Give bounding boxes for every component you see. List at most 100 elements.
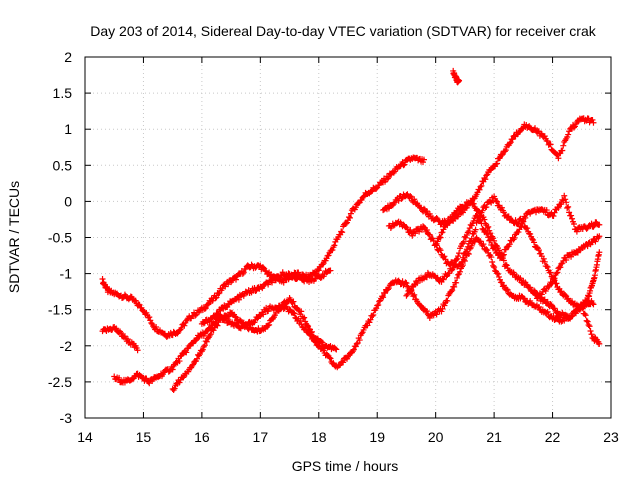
data-point — [465, 228, 472, 235]
data-point — [511, 132, 518, 139]
chart-title: Day 203 of 2014, Sidereal Day-to-day VTE… — [90, 23, 596, 39]
data-point — [304, 322, 311, 329]
data-point — [487, 198, 494, 205]
y-tick-label: 2 — [64, 49, 72, 65]
data-point — [596, 221, 603, 228]
data-point — [458, 258, 465, 265]
data-point — [280, 279, 287, 286]
data-point — [327, 355, 334, 362]
data-point — [343, 220, 350, 227]
data-point — [235, 296, 242, 303]
data-point — [551, 209, 558, 216]
data-point — [543, 207, 550, 214]
data-point — [380, 294, 387, 301]
data-point — [457, 268, 464, 275]
data-point — [346, 214, 353, 221]
x-tick-label: 23 — [603, 429, 619, 445]
data-point — [169, 366, 176, 373]
data-point — [559, 147, 566, 154]
data-point — [581, 310, 588, 317]
data-point — [454, 274, 461, 281]
data-point — [500, 282, 507, 289]
data-point — [590, 301, 597, 308]
data-point — [418, 302, 425, 309]
data-point — [325, 252, 332, 259]
data-point — [494, 198, 501, 205]
data-point — [379, 293, 386, 300]
data-point — [319, 339, 326, 346]
y-tick-label: -2 — [60, 338, 73, 354]
data-point — [558, 288, 565, 295]
data-point — [569, 215, 576, 222]
data-point — [360, 193, 367, 200]
data-point — [134, 347, 141, 354]
data-point — [364, 322, 371, 329]
data-point — [535, 292, 542, 299]
data-point — [350, 346, 357, 353]
data-point — [456, 77, 463, 84]
data-point — [573, 228, 580, 235]
data-point — [493, 197, 500, 204]
data-point — [265, 322, 272, 329]
data-point — [495, 271, 502, 278]
data-point — [136, 301, 143, 308]
data-point — [477, 183, 484, 190]
data-point — [540, 255, 547, 262]
x-tick-label: 18 — [311, 429, 327, 445]
data-point — [491, 264, 498, 271]
data-point — [558, 201, 565, 208]
data-point — [490, 262, 497, 269]
data-point — [192, 312, 199, 319]
data-point — [561, 192, 568, 199]
data-point — [443, 273, 450, 280]
x-tick-label: 14 — [77, 429, 93, 445]
data-point — [560, 142, 567, 149]
data-point — [390, 169, 397, 176]
data-point — [498, 204, 505, 211]
y-tick-label: 1.5 — [53, 85, 73, 101]
data-point — [509, 136, 516, 143]
data-point — [511, 234, 518, 241]
data-point — [193, 337, 200, 344]
data-point — [522, 214, 529, 221]
y-axis-tick-labels: 2 1.5 1 0.5 0 -0.5 -1 -1.5 -2 -2.5 -3 — [48, 49, 72, 426]
data-point — [269, 279, 276, 286]
data-point — [576, 306, 583, 313]
data-point — [454, 255, 461, 262]
data-point — [201, 342, 208, 349]
data-point — [124, 336, 131, 343]
data-point — [423, 308, 430, 315]
data-point — [476, 186, 483, 193]
data-point — [212, 295, 219, 302]
series-arc-10 — [450, 67, 463, 86]
data-point — [527, 230, 534, 237]
data-point — [589, 239, 596, 246]
data-point — [459, 254, 466, 261]
data-point — [554, 308, 561, 315]
data-point — [553, 270, 560, 277]
data-point — [308, 328, 315, 335]
data-point — [437, 234, 444, 241]
data-point — [498, 152, 505, 159]
data-point — [562, 196, 569, 203]
data-point — [590, 223, 597, 230]
data-point — [232, 313, 239, 320]
data-point — [183, 349, 190, 356]
data-point — [329, 247, 336, 254]
data-point — [476, 208, 483, 215]
data-point — [478, 182, 485, 189]
data-point — [345, 214, 352, 221]
data-point — [373, 305, 380, 312]
data-point — [583, 317, 590, 324]
data-point — [407, 193, 414, 200]
series-arc-9 — [432, 197, 603, 301]
data-point — [437, 247, 444, 254]
data-point — [423, 208, 430, 215]
data-point — [544, 264, 551, 271]
data-point — [451, 262, 458, 269]
data-point — [285, 270, 292, 277]
data-point — [470, 200, 477, 207]
data-point — [541, 258, 548, 265]
data-point — [451, 283, 458, 290]
data-point — [455, 253, 462, 260]
